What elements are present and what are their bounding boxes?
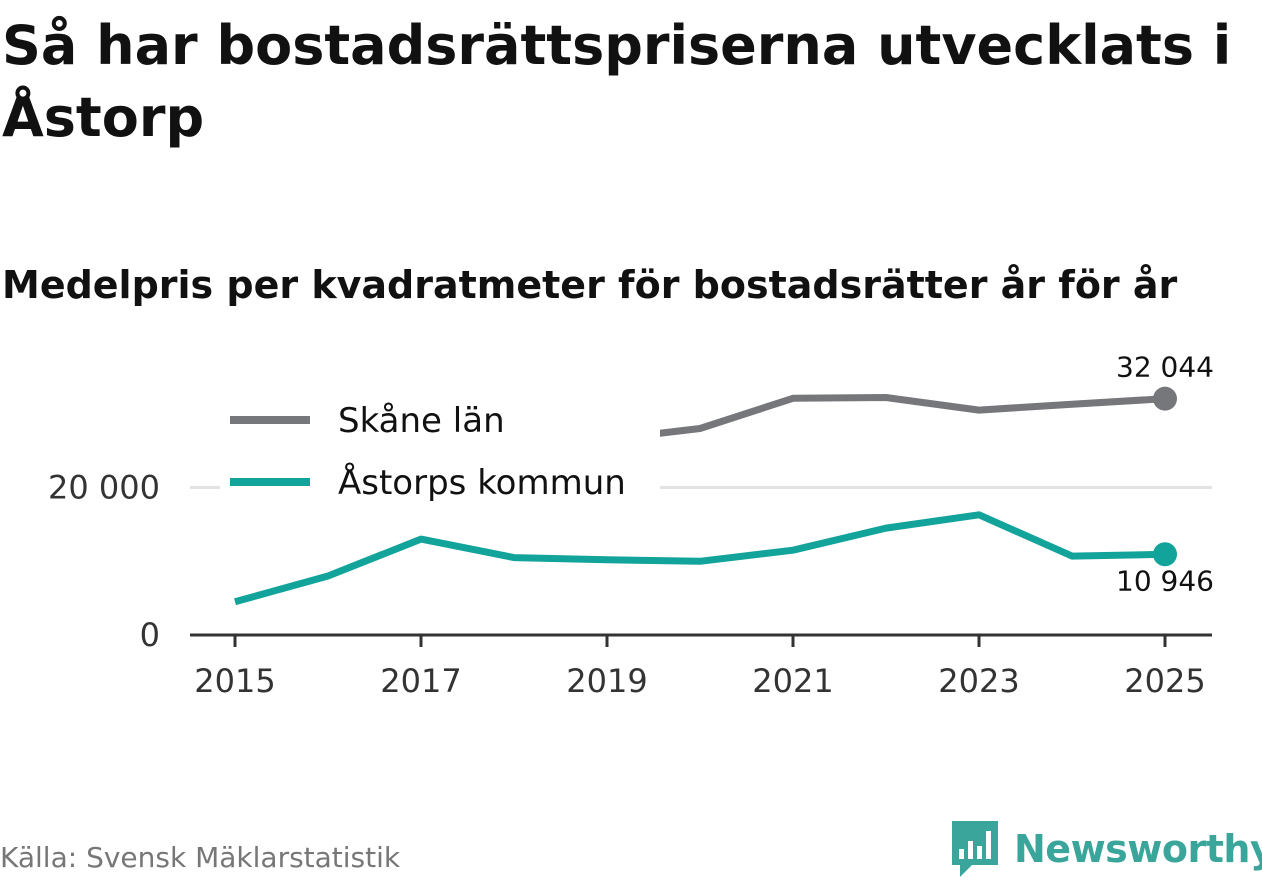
x-tick-label: 2017 — [380, 662, 461, 700]
series-end-marker-skane — [1153, 386, 1177, 411]
label-layer: 32 044 10 946 — [1116, 351, 1214, 598]
chart-title: Så har bostadsrättspriserna utvecklats i… — [2, 14, 1232, 149]
legend-background — [220, 390, 660, 510]
series-line-skane — [653, 394, 1166, 438]
brand-name: Newsworthy — [1014, 827, 1262, 871]
x-tick-label: 2023 — [938, 662, 1019, 700]
x-tick-label: 2015 — [194, 662, 275, 700]
axis-layer: 0 20 000 2015 2017 2019 2021 2023 2025 — [48, 469, 1212, 700]
legend: Skåne län Åstorps kommun — [220, 390, 660, 510]
newsworthy-logo-icon — [952, 821, 998, 877]
x-tick-label: 2025 — [1124, 662, 1205, 700]
y-tick-label: 20 000 — [48, 469, 160, 507]
legend-label-skane: Skåne län — [338, 401, 505, 441]
legend-label-astorp: Åstorps kommun — [338, 462, 626, 503]
brand-logo[interactable]: Newsworthy — [950, 818, 1262, 880]
y-tick-label: 0 — [140, 616, 160, 654]
source-note: Källa: Svensk Mäklarstatistik — [0, 841, 401, 874]
chart-subtitle: Medelpris per kvadratmeter för bostadsrä… — [2, 263, 1178, 307]
x-tick-label: 2021 — [752, 662, 833, 700]
x-tick-label: 2019 — [566, 662, 647, 700]
line-chart: 0 20 000 2015 2017 2019 2021 2023 2025 Skåne lä… — [48, 351, 1214, 700]
end-label-skane: 32 044 — [1116, 351, 1214, 384]
series-line-astorp — [234, 511, 1166, 606]
end-label-astorp: 10 946 — [1116, 564, 1214, 597]
series-end-marker-astorp — [1153, 542, 1177, 567]
